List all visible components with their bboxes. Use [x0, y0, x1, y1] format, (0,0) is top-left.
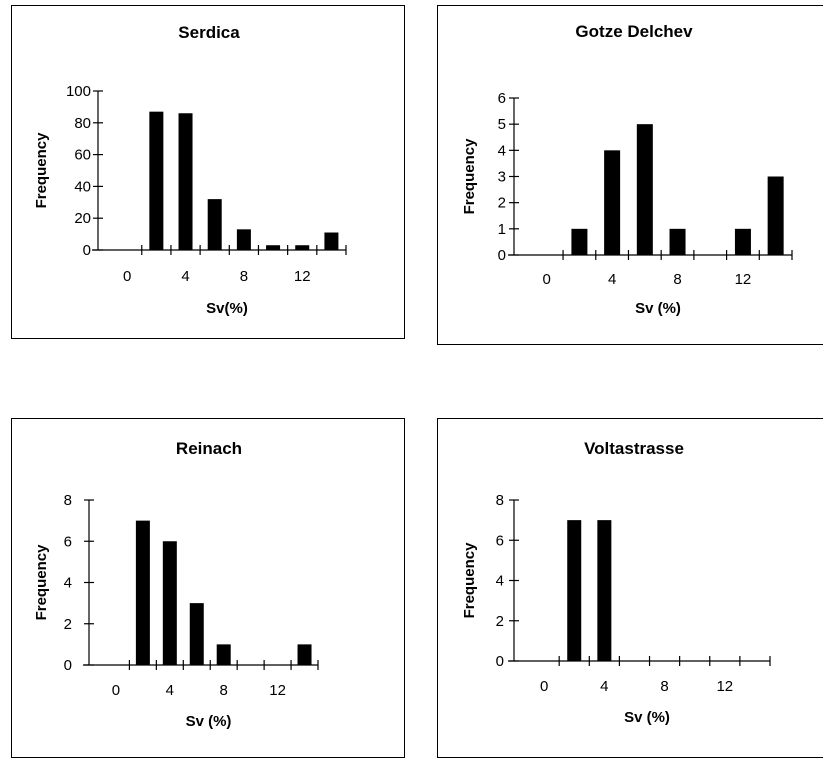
bar-reinach: [162, 541, 177, 665]
bar-gotze-delchev: [734, 228, 751, 255]
x-axis-label-gotze-delchev: Sv (%): [635, 300, 681, 317]
y-tick-label-voltastrasse: 0: [496, 653, 504, 670]
bar-reinach: [297, 644, 312, 665]
x-tick-label-serdica: 12: [294, 268, 311, 285]
x-axis-label-voltastrasse: Sv (%): [624, 709, 670, 726]
bar-serdica: [236, 229, 251, 250]
y-tick-label-serdica: 100: [66, 83, 91, 100]
x-tick-label-gotze-delchev: 4: [608, 271, 616, 288]
bar-serdica: [295, 245, 310, 250]
y-tick-label-serdica: 80: [74, 115, 91, 132]
chart-panel-voltastrasse: Voltastrasse Frequency Sv (%) 0 2 4 6 8 0 4 8 12: [437, 418, 823, 758]
x-axis-label-serdica: Sv(%): [206, 300, 248, 317]
y-tick-label-serdica: 20: [74, 210, 91, 227]
y-tick-label-reinach: 0: [64, 657, 72, 674]
chart-panel-gotze-delchev: Gotze Delchev Frequency Sv (%) 0 1 2 3 4 5 6 0 4 8 12: [437, 5, 823, 345]
chart-title-gotze-delchev: Gotze Delchev: [575, 22, 693, 41]
y-tick-label-reinach: 2: [64, 616, 72, 633]
y-tick-label-gotze-delchev: 2: [498, 195, 506, 212]
x-tick-label-gotze-delchev: 12: [735, 271, 752, 288]
x-tick-label-voltastrasse: 8: [660, 678, 668, 695]
y-tick-label-voltastrasse: 8: [496, 492, 504, 509]
y-axis-label-voltastrasse: Frequency: [461, 542, 478, 619]
y-tick-label-gotze-delchev: 6: [498, 90, 506, 107]
y-tick-label-voltastrasse: 4: [496, 573, 504, 590]
x-tick-label-reinach: 0: [112, 682, 120, 699]
x-tick-label-serdica: 0: [123, 268, 131, 285]
bar-serdica: [207, 199, 222, 250]
y-tick-label-gotze-delchev: 3: [498, 169, 506, 186]
chart-panel-reinach: Reinach Frequency Sv (%) 0 2 4 6 8 0 4 8 12: [11, 418, 405, 758]
chart-svg-voltastrasse: Voltastrasse Frequency Sv (%) 0 2 4 6 8 0 4 8 12: [461, 439, 771, 726]
bar-gotze-delchev: [604, 150, 621, 255]
x-tick-label-reinach: 12: [269, 682, 286, 699]
bar-reinach: [189, 603, 204, 665]
y-tick-label-voltastrasse: 2: [496, 613, 504, 630]
x-tick-label-voltastrasse: 12: [716, 678, 733, 695]
y-tick-label-reinach: 4: [64, 575, 72, 592]
bar-gotze-delchev: [669, 228, 686, 255]
chart-title-voltastrasse: Voltastrasse: [584, 439, 684, 458]
bar-serdica: [178, 113, 193, 250]
bar-gotze-delchev: [767, 176, 784, 255]
y-tick-label-gotze-delchev: 0: [498, 247, 506, 264]
x-tick-label-reinach: 4: [166, 682, 174, 699]
y-tick-label-serdica: 40: [74, 178, 91, 195]
x-tick-label-serdica: 4: [181, 268, 189, 285]
x-tick-label-gotze-delchev: 8: [673, 271, 681, 288]
bar-voltastrasse: [597, 520, 612, 661]
chart-svg-reinach: Reinach Frequency Sv (%) 0 2 4 6 8 0 4 8 12: [33, 439, 319, 730]
chart-title-reinach: Reinach: [176, 439, 242, 458]
y-axis-label-serdica: Frequency: [33, 132, 50, 209]
y-axis-label-gotze-delchev: Frequency: [461, 138, 478, 215]
bar-serdica: [149, 111, 164, 250]
y-tick-label-reinach: 6: [64, 533, 72, 550]
chart-title-serdica: Serdica: [178, 23, 240, 42]
x-tick-label-gotze-delchev: 0: [543, 271, 551, 288]
y-tick-label-serdica: 60: [74, 147, 91, 164]
y-tick-label-voltastrasse: 6: [496, 532, 504, 549]
y-tick-label-reinach: 8: [64, 492, 72, 509]
bar-reinach: [216, 644, 231, 665]
x-tick-label-voltastrasse: 0: [540, 678, 548, 695]
y-tick-label-gotze-delchev: 4: [498, 142, 506, 159]
x-tick-label-serdica: 8: [240, 268, 248, 285]
x-tick-label-voltastrasse: 4: [600, 678, 608, 695]
chart-svg-serdica: Serdica Frequency Sv(%) 0 20 40 60 80 100 0 4 8 12: [33, 23, 347, 317]
bar-gotze-delchev: [636, 124, 653, 256]
y-tick-label-gotze-delchev: 1: [498, 221, 506, 238]
bar-serdica: [266, 245, 281, 250]
bar-reinach: [135, 520, 150, 665]
bar-serdica: [324, 232, 339, 250]
x-axis-label-reinach: Sv (%): [186, 713, 232, 730]
x-tick-label-reinach: 8: [220, 682, 228, 699]
bar-gotze-delchev: [571, 228, 588, 255]
bar-voltastrasse: [567, 520, 582, 661]
chart-panel-serdica: Serdica Frequency Sv(%) 0 20 40 60 80 100 0 4 8 12: [11, 5, 405, 339]
y-tick-label-serdica: 0: [83, 242, 91, 259]
y-axis-label-reinach: Frequency: [33, 544, 50, 621]
y-tick-label-gotze-delchev: 5: [498, 116, 506, 133]
